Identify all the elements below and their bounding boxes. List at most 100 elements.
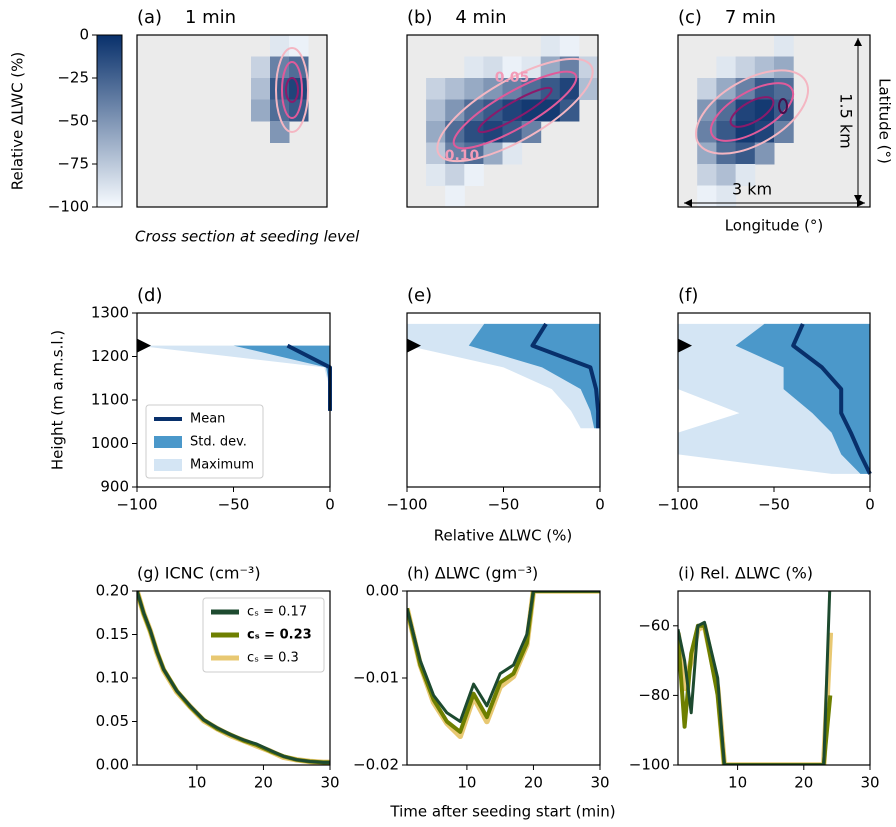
heatmap-cell xyxy=(483,56,503,79)
scale-label: 3 km xyxy=(732,180,772,199)
contours xyxy=(275,47,810,163)
axes-frame xyxy=(136,312,331,488)
x-tick-label: −100 xyxy=(386,496,427,514)
y-tick-label: −0.02 xyxy=(353,756,399,774)
legend-swatch xyxy=(154,436,182,448)
heatmap-cell xyxy=(445,99,465,122)
x-axis-label: Longitude (°) xyxy=(725,217,824,235)
heatmap-cell xyxy=(716,99,737,122)
line xyxy=(678,623,833,765)
y-tick-label: 0.00 xyxy=(366,582,399,600)
y-tick-label: 900 xyxy=(100,478,129,496)
contour xyxy=(275,47,309,133)
heatmap-cell xyxy=(464,164,484,186)
contour xyxy=(694,69,810,155)
band xyxy=(233,345,330,411)
x-tick-label: 0 xyxy=(595,496,605,514)
seeding-marker xyxy=(137,338,151,353)
heatmap-cell xyxy=(697,185,717,208)
x-tick-label: 20 xyxy=(524,774,543,792)
panel-title: (b) 4 min xyxy=(407,7,506,28)
y-tick-label: 1300 xyxy=(91,304,129,322)
heatmap-cell xyxy=(426,99,446,122)
y-tick-label: −0.01 xyxy=(353,669,399,687)
y-tick-label: 1100 xyxy=(91,391,129,409)
y-tick-label: 0.10 xyxy=(96,669,129,687)
heatmap-cell xyxy=(251,78,271,100)
panel-title: (h) ΔLWC (gm⁻³) xyxy=(407,564,538,583)
panel-title: (d) xyxy=(137,285,162,306)
contour xyxy=(477,86,553,134)
contour-label: 0.05 xyxy=(495,70,530,86)
panel-title: (a) 1 min xyxy=(137,7,236,28)
line xyxy=(137,591,330,764)
heatmap-cell xyxy=(697,164,717,186)
heatmap-cell xyxy=(716,121,737,143)
heatmap-cell xyxy=(445,78,465,100)
colorbar-tick-label: −50 xyxy=(57,112,89,130)
heatmap-cell xyxy=(559,35,580,57)
heatmap-cell xyxy=(578,78,599,100)
y-tick-label: 0.15 xyxy=(96,625,129,643)
heatmap-cell xyxy=(426,142,446,165)
contour xyxy=(452,70,578,150)
heatmap-cell xyxy=(697,121,717,143)
x-tick-label: 30 xyxy=(590,774,609,792)
y-tick-label: 1200 xyxy=(91,347,129,365)
colorbar-tick-label: −25 xyxy=(57,69,89,87)
panel-title: (e) xyxy=(407,285,432,306)
y-tick-label: 0.20 xyxy=(96,582,129,600)
x-tick-label: −100 xyxy=(657,496,698,514)
heatmap-cell xyxy=(774,56,794,79)
colorbar-label: Relative ΔLWC (%) xyxy=(9,52,27,191)
x-tick-label: −50 xyxy=(218,496,250,514)
y-tick-label: −60 xyxy=(638,616,670,634)
band xyxy=(468,323,600,429)
panel-title: (f) xyxy=(678,285,698,306)
axes-frame xyxy=(136,34,328,208)
contour xyxy=(285,77,299,103)
seeding-marker xyxy=(407,338,421,353)
heatmap-cell xyxy=(521,56,542,79)
legend-label: cₛ = 0.3 xyxy=(247,651,299,666)
heatmap-cell xyxy=(270,99,290,122)
colorbar-tick-label: 0 xyxy=(79,26,89,44)
y-axis-label: Latitude (°) xyxy=(876,78,894,164)
x-tick-label: −100 xyxy=(116,496,157,514)
contour xyxy=(778,98,788,114)
line xyxy=(407,591,600,723)
panel-title: (c) 7 min xyxy=(678,7,776,28)
heatmap-cell xyxy=(735,142,756,165)
plot-content: 0 −25 −50 −75 −100 (a) 1 min (b) 4 min (c) 7 mi… xyxy=(48,7,880,792)
panel-title: (i) Rel. ΔLWC (%) xyxy=(678,564,813,583)
axes-frame xyxy=(677,34,871,208)
heatmap-cell xyxy=(540,35,561,57)
x-tick-label: 10 xyxy=(187,774,206,792)
x-tick-label: 10 xyxy=(457,774,476,792)
axes-frame xyxy=(136,590,331,766)
heatmap-cell xyxy=(521,99,542,122)
line xyxy=(678,623,834,765)
line xyxy=(678,591,832,765)
colorbar-tick-label: −75 xyxy=(57,155,89,173)
heatmap-cell xyxy=(251,56,271,79)
y-tick-label: 0.05 xyxy=(96,712,129,730)
y-tick-label: 1000 xyxy=(91,434,129,452)
axes-frame xyxy=(406,312,601,488)
heatmap-cell xyxy=(754,142,775,165)
x-tick-label: 30 xyxy=(860,774,879,792)
y-tick-label: −100 xyxy=(629,756,670,774)
x-tick-label: −50 xyxy=(758,496,790,514)
heatmap-cell xyxy=(735,99,756,122)
axes-frame xyxy=(406,590,601,766)
axes-frame xyxy=(677,590,871,766)
heatmap-cell xyxy=(270,35,290,57)
heatmap-cell xyxy=(774,121,794,143)
legend-label: Maximum xyxy=(190,458,254,473)
heatmap-cell xyxy=(270,78,290,100)
x-axis-label: Time after seeding start (min) xyxy=(389,803,615,821)
mean-line xyxy=(791,323,872,475)
subtitle: Cross section at seeding level xyxy=(135,228,360,246)
legend-swatch xyxy=(154,459,182,471)
